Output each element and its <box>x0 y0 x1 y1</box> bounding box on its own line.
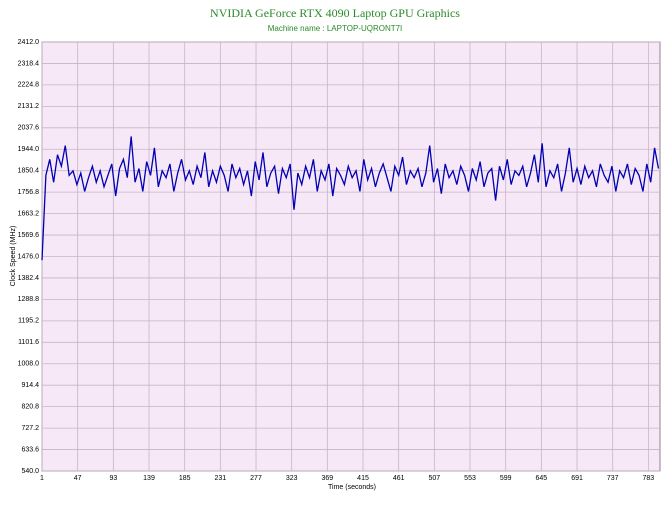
data-line <box>41 136 660 261</box>
y-tick-label: 1101.6 <box>18 339 39 346</box>
chart-title: NVIDIA GeForce RTX 4090 Laptop GPU Graph… <box>210 6 460 20</box>
x-tick-label: 47 <box>74 475 82 482</box>
y-tick-label: 1195.2 <box>18 318 39 325</box>
x-tick-label: 185 <box>179 475 191 482</box>
y-tick-label: 1569.6 <box>18 232 40 239</box>
x-tick-label: 231 <box>215 475 227 482</box>
chart-subtitle: Machine name : LAPTOP-UQRONT7I <box>268 24 403 33</box>
y-tick-label: 633.6 <box>21 446 39 453</box>
y-tick-label: 1008.0 <box>18 361 40 368</box>
x-tick-label: 645 <box>536 475 548 482</box>
y-tick-label: 1850.4 <box>18 168 40 175</box>
y-tick-label: 914.4 <box>21 382 39 389</box>
y-tick-label: 820.8 <box>21 403 39 410</box>
x-tick-label: 461 <box>393 475 405 482</box>
x-tick-label: 277 <box>250 475 262 482</box>
x-tick-label: 783 <box>643 475 655 482</box>
y-tick-label: 1288.8 <box>18 296 40 303</box>
x-axis-label: Time (seconds) <box>328 484 376 491</box>
x-tick-label: 691 <box>571 475 583 482</box>
y-tick-label: 2318.4 <box>18 60 40 67</box>
y-tick-label: 2412.0 <box>18 39 40 46</box>
y-tick-label: 1476.0 <box>18 253 40 260</box>
y-tick-label: 2037.6 <box>18 125 40 132</box>
x-tick-label: 507 <box>429 475 441 482</box>
x-tick-label: 553 <box>464 475 476 482</box>
x-tick-label: 139 <box>143 475 155 482</box>
y-tick-label: 1756.8 <box>18 189 40 196</box>
x-tick-label: 369 <box>322 475 334 482</box>
y-tick-label: 1382.4 <box>18 275 40 282</box>
x-tick-label: 737 <box>607 475 619 482</box>
y-tick-label: 540.0 <box>21 468 39 475</box>
x-tick-label: 1 <box>40 475 44 482</box>
y-tick-label: 727.2 <box>21 425 39 432</box>
y-tick-label: 1663.2 <box>18 210 40 217</box>
x-tick-label: 415 <box>357 475 369 482</box>
y-axis-label: Clock Speed (MHz) <box>10 226 17 287</box>
y-tick-label: 2131.2 <box>18 103 40 110</box>
x-tick-label: 323 <box>286 475 298 482</box>
x-tick-label: 93 <box>109 475 117 482</box>
x-tick-label: 599 <box>500 475 512 482</box>
y-tick-label: 1944.0 <box>18 146 40 153</box>
y-tick-label: 2224.8 <box>18 82 40 89</box>
